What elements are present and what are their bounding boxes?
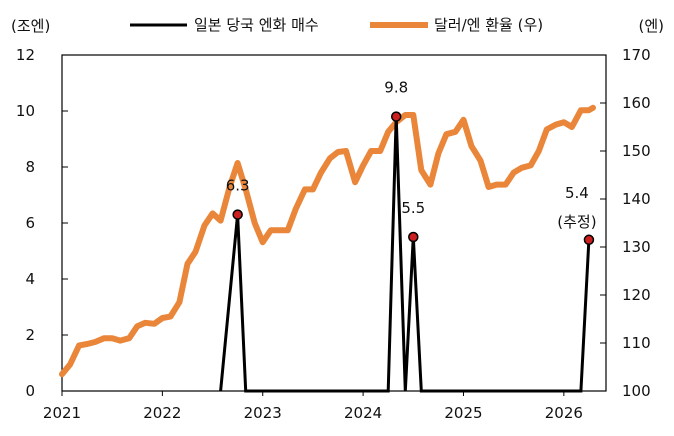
left-axis-tick-label: 8 — [25, 158, 35, 176]
data-label: 6.3 — [226, 177, 250, 195]
left-axis-tick-label: 0 — [25, 382, 35, 400]
x-axis-tick-label: 2023 — [244, 404, 282, 422]
axes: 0 2 4 6 8 10 12 (조엔) 100 110 120 130 140 150 160 170 (엔)… — [11, 17, 664, 422]
data-label: 9.8 — [384, 79, 408, 97]
x-axis-tick-label: 2026 — [545, 404, 583, 422]
intervention-marker — [232, 209, 243, 220]
x-axis-tick-label: 2022 — [143, 404, 181, 422]
left-axis-tick-label: 10 — [16, 102, 35, 120]
intervention-marker — [583, 234, 595, 246]
legend-label-fx: 달러/엔 환율 (우) — [434, 16, 543, 34]
plot-frame — [61, 54, 607, 392]
left-axis-tick-label: 2 — [25, 326, 35, 344]
intervention-marker — [408, 231, 419, 243]
data-label-note: (추정) — [557, 213, 596, 231]
intervention-series-layer — [219, 116, 591, 393]
intervention-line — [219, 116, 591, 393]
right-axis-tick-label: 130 — [622, 238, 651, 256]
intervention-marker — [390, 111, 402, 122]
right-axis-tick-label: 110 — [622, 334, 651, 352]
fx-rate-line — [59, 104, 596, 378]
legend-label-intervention: 일본 당국 엔화 매수 — [194, 16, 319, 34]
left-axis-unit: (조엔) — [11, 17, 50, 35]
x-axis-tick-label: 2024 — [344, 404, 382, 422]
legend: 일본 당국 엔화 매수 달러/엔 환율 (우) — [130, 16, 543, 34]
left-axis-tick-label: 12 — [16, 46, 35, 64]
annotation-labels: 6.3 9.8 5.5 5.4 (추정) — [226, 79, 597, 231]
intervention-markers — [232, 111, 595, 246]
right-axis-tick-label: 100 — [622, 382, 651, 400]
x-axis-tick-label: 2021 — [43, 404, 81, 422]
right-axis-unit: (엔) — [638, 17, 664, 35]
left-axis-tick-label: 4 — [25, 270, 35, 288]
fx-rate-series-layer — [59, 104, 596, 378]
right-axis-tick-label: 160 — [622, 94, 651, 112]
right-axis-tick-label: 120 — [622, 286, 651, 304]
data-label: 5.4 — [565, 184, 589, 202]
x-axis-tick-label: 2025 — [444, 404, 482, 422]
right-axis-tick-label: 150 — [622, 142, 651, 160]
right-axis-tick-label: 170 — [622, 46, 651, 64]
data-label: 5.5 — [401, 199, 425, 217]
right-axis-tick-label: 140 — [622, 190, 651, 208]
left-axis-tick-label: 6 — [25, 214, 35, 232]
